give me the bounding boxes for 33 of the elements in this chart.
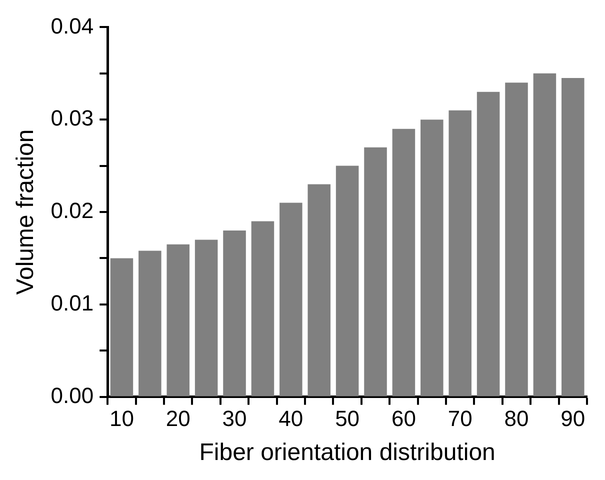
x-tick-label: 30 xyxy=(222,406,247,432)
bar xyxy=(448,110,472,396)
y-tick-label: 0.01 xyxy=(50,290,94,316)
bar xyxy=(138,250,162,396)
y-tick-label: 0.03 xyxy=(50,106,94,131)
x-tick-label: 50 xyxy=(335,406,360,432)
x-tick-label: 20 xyxy=(166,406,190,432)
bar xyxy=(110,258,134,396)
x-tick-label: 10 xyxy=(109,406,134,432)
bar xyxy=(392,128,416,396)
bar xyxy=(476,92,500,396)
bar xyxy=(562,78,584,396)
x-tick-label: 70 xyxy=(448,406,472,432)
x-axis-title: Fiber orientation distribution xyxy=(199,439,496,466)
bar xyxy=(280,202,302,396)
bar xyxy=(223,230,246,396)
bar xyxy=(336,166,359,396)
bar xyxy=(166,244,190,396)
bar xyxy=(364,147,387,396)
y-tick-label: 0.02 xyxy=(50,198,94,224)
y-tick-label: 0.04 xyxy=(50,13,94,38)
x-tick-label: 90 xyxy=(560,406,586,432)
bar xyxy=(251,221,274,396)
x-tick-label: 60 xyxy=(391,406,416,432)
y-axis-title: Volume fraction xyxy=(12,129,40,295)
bar xyxy=(533,73,556,396)
x-tick-label: 40 xyxy=(278,406,304,432)
y-tick-label: 0.00 xyxy=(50,382,94,408)
x-tick-label: 80 xyxy=(504,406,529,432)
bar xyxy=(505,82,528,396)
bar xyxy=(308,184,330,396)
bar xyxy=(194,240,218,396)
bar xyxy=(420,120,444,396)
